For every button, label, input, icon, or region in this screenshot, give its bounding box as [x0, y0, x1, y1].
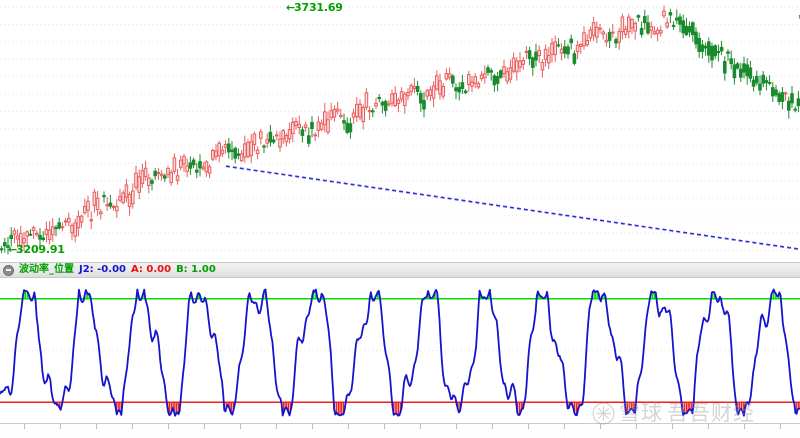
axis-tick: [276, 424, 277, 429]
indicator-name-label: 波动率_位置: [19, 264, 74, 275]
axis-tick: [456, 424, 457, 429]
axis-tick: [24, 424, 25, 429]
collapse-toggle-icon[interactable]: [3, 264, 14, 276]
low-marker-icon: ←: [8, 243, 18, 256]
high-marker-icon: ←: [286, 1, 296, 14]
price-chart-svg: [0, 5, 800, 255]
oscillator-panel[interactable]: [0, 278, 800, 423]
candlestick-series: [0, 5, 800, 255]
indicator-header-bar[interactable]: 波动率_位置 J2: -0.00 A: 0.00 B: 1.00: [0, 262, 800, 278]
axis-tick: [312, 424, 313, 429]
axis-tick: [204, 424, 205, 429]
axis-tick: [384, 424, 385, 429]
oscillator-chart-svg: [0, 288, 800, 417]
time-axis: [0, 423, 800, 438]
indicator-a-value: A: 0.00: [130, 264, 172, 275]
axis-tick: [744, 424, 745, 429]
axis-tick: [708, 424, 709, 429]
axis-tick: [672, 424, 673, 429]
axis-tick: [168, 424, 169, 429]
axis-tick: [492, 424, 493, 429]
axis-tick: [60, 424, 61, 429]
axis-tick: [132, 424, 133, 429]
price-panel[interactable]: ←3731.69 ←3209.91: [0, 0, 800, 262]
axis-tick: [240, 424, 241, 429]
oscillator-band-lines: [0, 297, 800, 404]
axis-tick: [564, 424, 565, 429]
price-low-label: ←3209.91: [8, 243, 65, 256]
axis-tick: [780, 424, 781, 429]
price-trendlines: [225, 14, 800, 251]
price-gridlines: [0, 6, 800, 252]
price-high-label: ←3731.69: [286, 1, 343, 14]
axis-tick: [420, 424, 421, 429]
axis-tick: [636, 424, 637, 429]
oscillator-line: [0, 288, 800, 417]
axis-tick: [96, 424, 97, 429]
indicator-j2-value: J2: -0.00: [79, 264, 126, 275]
indicator-b-value: B: 1.00: [176, 264, 216, 275]
axis-tick: [348, 424, 349, 429]
axis-tick: [600, 424, 601, 429]
axis-tick: [528, 424, 529, 429]
